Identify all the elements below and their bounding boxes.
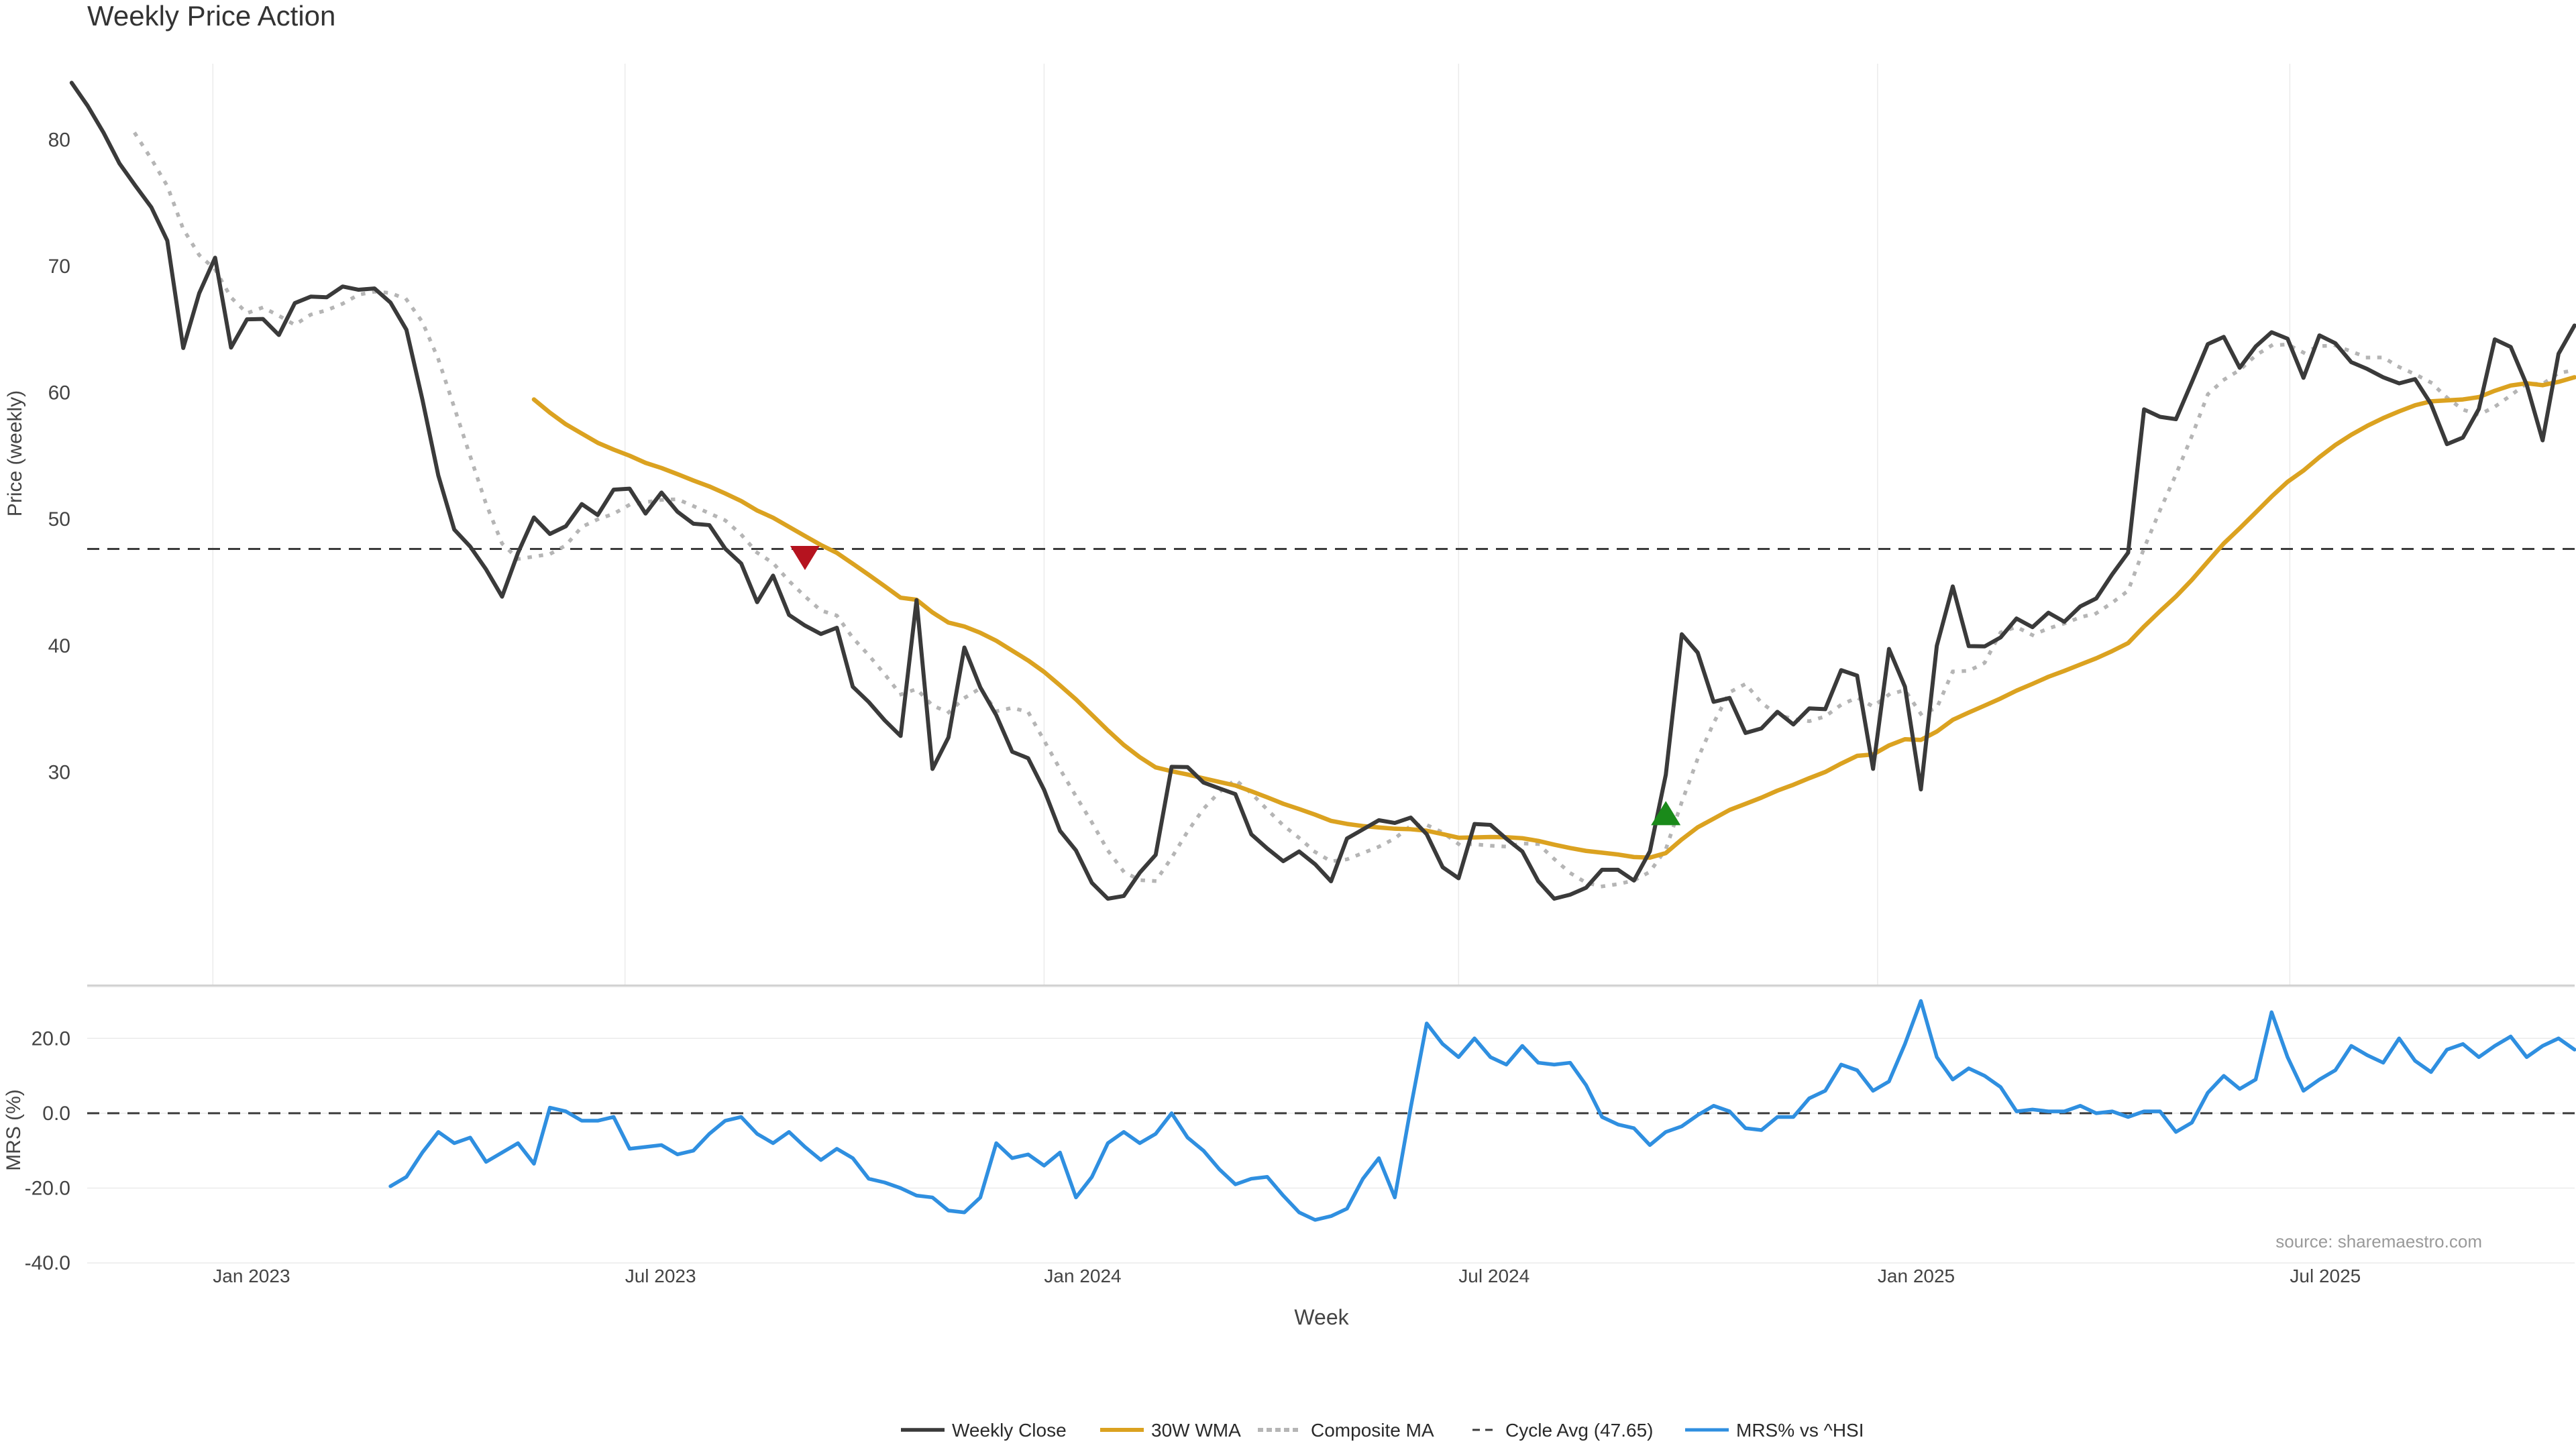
svg-text:Weekly Close: Weekly Close: [952, 1420, 1067, 1441]
svg-text:50: 50: [48, 508, 70, 530]
svg-text:Jan 2024: Jan 2024: [1044, 1266, 1121, 1286]
svg-text:0.0: 0.0: [42, 1103, 70, 1125]
svg-text:source: sharemaestro.com: source: sharemaestro.com: [2275, 1231, 2482, 1251]
svg-text:Cycle Avg (47.65): Cycle Avg (47.65): [1505, 1420, 1654, 1441]
svg-text:Jul 2025: Jul 2025: [2290, 1266, 2361, 1286]
svg-text:Jan 2023: Jan 2023: [213, 1266, 290, 1286]
svg-text:Price (weekly): Price (weekly): [4, 390, 26, 516]
svg-text:Week: Week: [1294, 1305, 1349, 1329]
svg-text:-20.0: -20.0: [25, 1178, 70, 1200]
svg-text:Jul 2024: Jul 2024: [1458, 1266, 1529, 1286]
svg-text:80: 80: [48, 129, 70, 151]
svg-text:-40.0: -40.0: [25, 1252, 70, 1274]
svg-text:Weekly Price Action: Weekly Price Action: [87, 0, 335, 32]
svg-text:40: 40: [48, 635, 70, 657]
svg-text:30: 30: [48, 761, 70, 783]
svg-text:Composite MA: Composite MA: [1311, 1420, 1434, 1441]
svg-text:20.0: 20.0: [32, 1027, 70, 1050]
svg-text:60: 60: [48, 382, 70, 404]
svg-text:70: 70: [48, 256, 70, 278]
svg-text:Jan 2025: Jan 2025: [1878, 1266, 1955, 1286]
svg-text:MRS (%): MRS (%): [3, 1089, 25, 1171]
svg-text:MRS% vs ^HSI: MRS% vs ^HSI: [1736, 1420, 1864, 1441]
svg-text:30W WMA: 30W WMA: [1151, 1420, 1241, 1441]
svg-text:Jul 2023: Jul 2023: [625, 1266, 696, 1286]
